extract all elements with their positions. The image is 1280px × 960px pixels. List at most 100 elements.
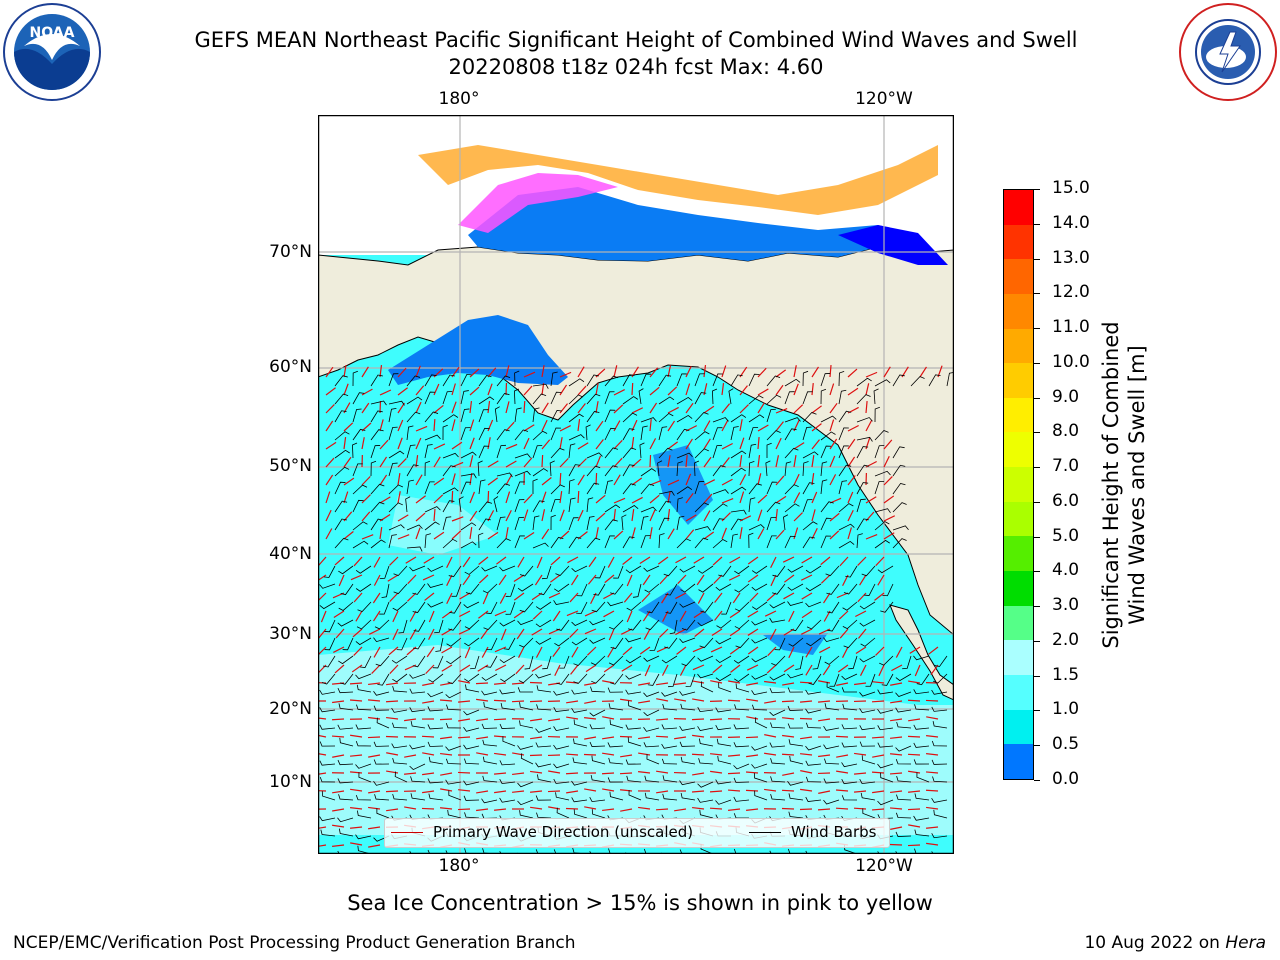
wind-barb [442,391,453,405]
wind-barb [802,451,819,459]
wind-barb [352,484,368,495]
wave-arrow [739,404,749,414]
wave-arrow [818,628,831,635]
wind-barb [392,722,408,729]
wave-arrow [325,366,334,378]
wave-arrow [656,790,669,794]
wave-arrow [638,736,651,740]
wind-barb [715,779,732,785]
wind-barb [532,407,540,423]
wind-barb [553,706,570,713]
wave-arrow [692,698,705,702]
wind-barb [700,601,714,613]
wind-barb [589,637,606,644]
wind-barb [657,460,663,477]
wave-arrow [433,404,444,414]
wave-arrow [679,610,687,622]
wave-arrow [588,556,597,568]
wind-barb [820,388,827,405]
colorbar-tick-mark [1034,501,1040,503]
wind-barb [550,427,561,441]
wind-barb [409,744,426,750]
wave-arrow [871,700,885,703]
wave-arrow [523,493,533,504]
wave-arrow [656,682,669,686]
wind-barb [505,583,516,597]
wind-barb [913,742,930,748]
wave-arrow [631,382,634,396]
wind-barb [370,429,384,441]
wind-barb [859,655,876,663]
colorbar-tick-label: 10.0 [1052,351,1090,372]
wind-barb [499,619,516,627]
wave-arrow [692,772,705,776]
wind-barb [679,565,696,573]
wave-arrow [343,383,349,396]
wind-barb [373,705,390,711]
wave-arrow [559,437,563,450]
wave-arrow [496,556,507,565]
wave-arrow [667,491,671,504]
wind-barb [392,793,408,801]
wind-barb [381,583,390,599]
wind-barb [694,537,709,549]
wind-barb [573,719,588,729]
wave-arrow [476,808,489,812]
wave-arrow [415,437,422,450]
wind-barb [607,777,624,783]
wave-arrow [800,736,813,740]
wind-barb [913,655,930,661]
wind-barb [427,724,444,730]
wave-arrow [685,473,692,486]
wave-arrow [757,436,760,450]
wave-arrow [440,682,453,686]
wind-barb [424,444,433,459]
wind-barb [410,776,426,783]
wave-arrow [422,752,435,756]
wind-barb [856,394,871,405]
wind-barb [697,655,714,662]
wave-arrow [487,401,491,414]
wave-arrow [667,420,676,432]
wave-arrow [361,437,365,450]
wave-arrow [871,808,885,811]
wave-arrow [907,699,921,702]
wind-barb [568,394,584,405]
wave-arrow [829,438,838,450]
wind-barb [766,501,781,513]
wind-barb [499,779,516,785]
wind-barb [661,655,678,664]
wind-barb [586,482,600,495]
wind-barb [337,778,354,784]
wind-barb [424,460,431,477]
wind-barb [550,410,563,423]
wave-arrow [476,718,489,722]
wind-barb [458,496,464,513]
lat-label-20n: 20°N [269,699,312,719]
wind-barb [406,411,421,423]
wind-barb [550,371,558,387]
wind-barb [388,450,405,459]
wind-barb [482,775,498,783]
wave-arrow [350,842,363,846]
wave-arrow [847,491,854,504]
wind-barb [774,637,786,651]
wind-barb [679,637,696,643]
wind-barb [550,447,565,459]
wind-barb [559,655,570,669]
wave-arrow [764,680,777,684]
wave-arrow [428,610,435,623]
wind-barb [621,514,627,531]
wave-arrow [783,592,795,600]
wind-barb [388,484,404,495]
wave-arrow [389,556,399,566]
wind-barb [895,759,912,765]
wave-arrow [512,772,525,776]
ice-note: Sea Ice Concentration > 15% is shown in … [347,891,933,915]
wave-arrow [909,646,921,654]
wind-barb [355,673,372,680]
wave-arrow [631,496,643,504]
wave-arrow [712,556,723,566]
wave-arrow [822,664,831,676]
wind-barb [464,637,480,647]
